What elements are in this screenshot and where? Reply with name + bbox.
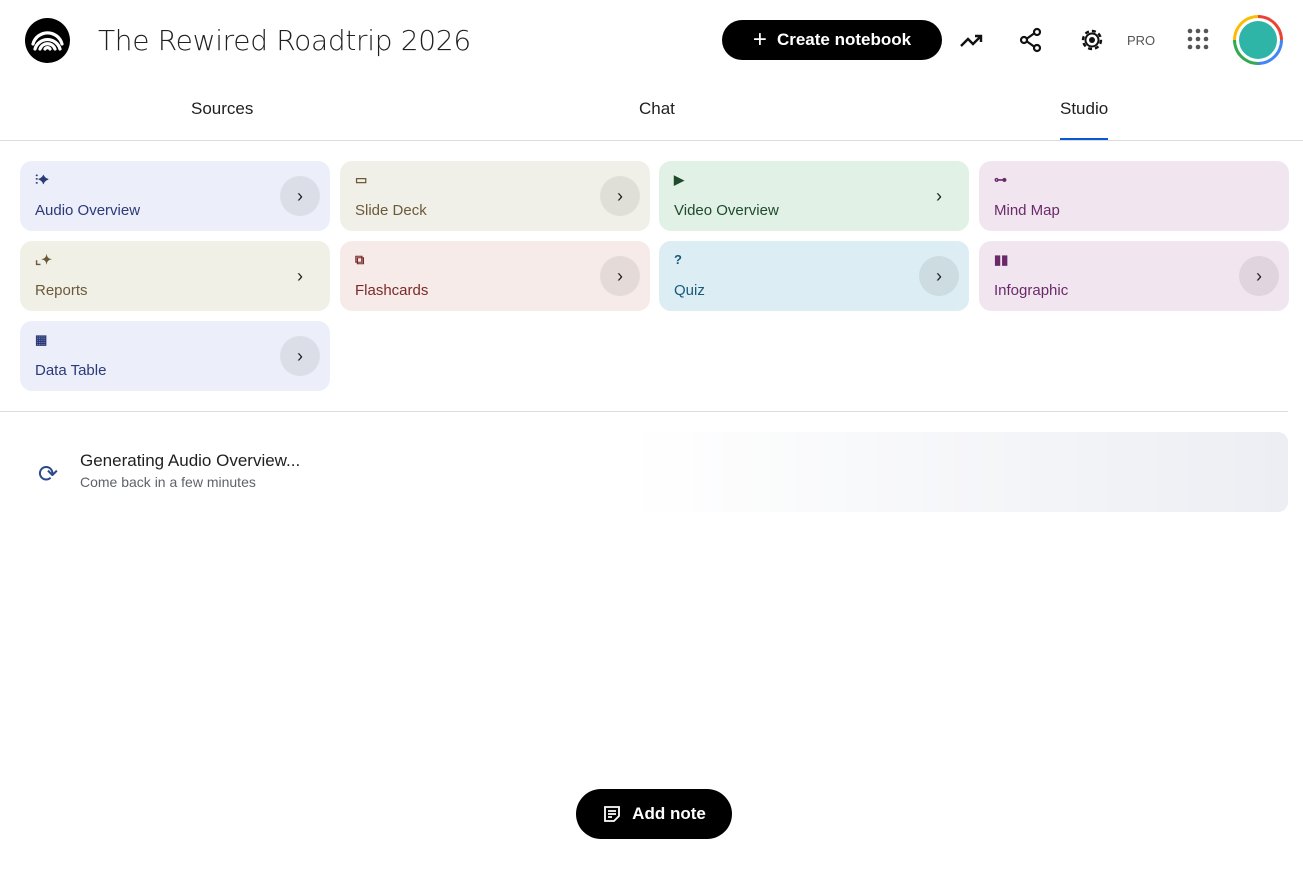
notebook-title[interactable]: The Rewired Roadtrip 2026 <box>98 24 471 57</box>
card-label: Slide Deck <box>355 202 427 219</box>
notebooklm-logo[interactable] <box>25 18 70 63</box>
apps-grid-icon[interactable] <box>1185 26 1213 54</box>
studio-card-infographic[interactable]: ▮▮ Infographic › <box>979 241 1289 311</box>
account-avatar[interactable] <box>1233 15 1283 65</box>
audio-waveform-sparkle-icon: ⫶✦ <box>35 172 49 187</box>
add-note-label: Add note <box>632 804 706 823</box>
chevron-right-icon[interactable]: › <box>919 256 959 296</box>
report-sparkle-icon: ⌞✦ <box>35 252 52 267</box>
studio-card-audio-overview[interactable]: ⫶✦ Audio Overview › <box>20 161 330 231</box>
pro-badge: PRO <box>1127 33 1156 48</box>
mind-map-icon: ⊶ <box>994 172 1007 187</box>
tab-bar: Sources Chat Studio <box>0 80 1303 141</box>
card-label: Reports <box>35 282 88 299</box>
card-label: Flashcards <box>355 282 429 299</box>
settings-gear-icon[interactable] <box>1078 26 1106 54</box>
studio-card-slide-deck[interactable]: ▭ Slide Deck › <box>340 161 650 231</box>
share-icon[interactable] <box>1017 26 1045 54</box>
chevron-right-icon[interactable]: › <box>280 176 320 216</box>
plus-icon: + <box>752 26 767 53</box>
chevron-right-icon[interactable]: › <box>280 336 320 376</box>
card-label: Data Table <box>35 362 107 379</box>
studio-card-reports[interactable]: ⌞✦ Reports › <box>20 241 330 311</box>
flashcards-icon: ⧉ <box>355 252 365 267</box>
quiz-icon: ? <box>674 252 682 267</box>
sync-icon: ⟳ <box>38 461 59 488</box>
note-icon <box>604 806 621 822</box>
generating-title: Generating Audio Overview... <box>80 451 301 470</box>
generating-audio-overview-item: ⟳ Generating Audio Overview... Come back… <box>20 432 1288 512</box>
chevron-right-icon[interactable]: › <box>600 256 640 296</box>
add-note-button[interactable]: Add note <box>576 789 732 839</box>
table-icon: ▦ <box>35 332 48 347</box>
studio-card-video-overview[interactable]: ▶ Video Overview › <box>659 161 969 231</box>
chevron-right-icon[interactable]: › <box>297 265 303 286</box>
studio-card-data-table[interactable]: ▦ Data Table › <box>20 321 330 391</box>
studio-card-flashcards[interactable]: ⧉ Flashcards › <box>340 241 650 311</box>
chevron-right-icon[interactable]: › <box>936 185 942 206</box>
header: The Rewired Roadtrip 2026 + Create notebo… <box>0 0 1303 80</box>
tab-sources[interactable]: Sources <box>191 99 254 118</box>
divider <box>0 411 1288 412</box>
chevron-right-icon[interactable]: › <box>600 176 640 216</box>
tab-studio[interactable]: Studio <box>1060 99 1109 140</box>
card-label: Quiz <box>674 282 705 299</box>
create-notebook-button[interactable]: + Create notebook <box>722 20 942 60</box>
create-notebook-label: Create notebook <box>776 30 912 49</box>
card-label: Mind Map <box>994 202 1060 219</box>
tab-chat[interactable]: Chat <box>639 99 675 118</box>
infographic-icon: ▮▮ <box>994 252 1009 267</box>
card-label: Infographic <box>994 282 1069 299</box>
studio-card-quiz[interactable]: ? Quiz › <box>659 241 969 311</box>
card-label: Audio Overview <box>35 202 141 219</box>
video-icon: ▶ <box>674 172 684 187</box>
chevron-right-icon[interactable]: › <box>1239 256 1279 296</box>
card-label: Video Overview <box>674 202 779 219</box>
slides-icon: ▭ <box>355 172 368 187</box>
studio-card-mind-map[interactable]: ⊶ Mind Map <box>979 161 1289 231</box>
generating-subtitle: Come back in a few minutes <box>80 474 256 490</box>
analytics-trending-icon[interactable] <box>958 26 986 54</box>
